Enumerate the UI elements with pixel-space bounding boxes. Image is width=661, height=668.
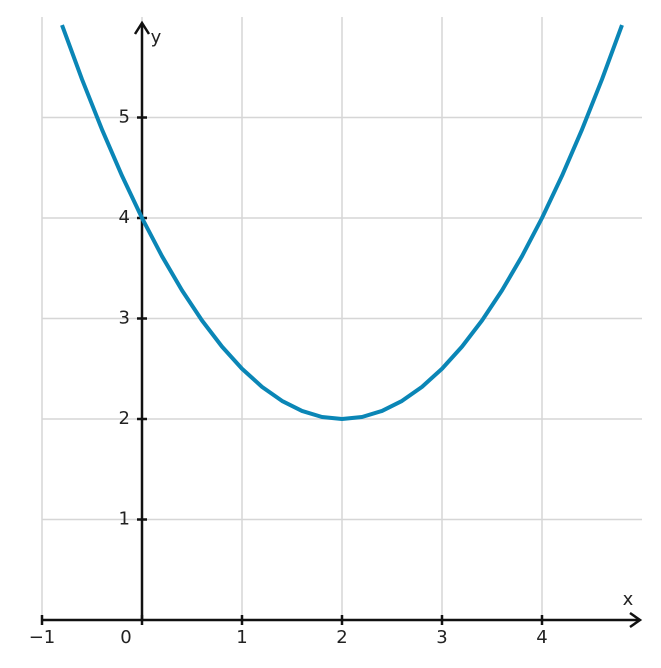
y-axis-label: y <box>151 27 162 48</box>
curve <box>60 24 624 421</box>
x-tick-label: −1 <box>29 627 56 648</box>
x-tick-label: 2 <box>336 627 347 648</box>
x-tick-label: 3 <box>436 627 447 648</box>
x-axis-arrow <box>629 611 643 629</box>
x-axis-label: x <box>623 589 634 610</box>
x-tick-label: 0 <box>120 627 131 648</box>
y-tick-label: 3 <box>119 308 130 329</box>
y-tick-label: 5 <box>119 107 130 128</box>
y-tick-label: 1 <box>119 509 130 530</box>
x-tick-label: 1 <box>236 627 247 648</box>
y-tick-label: 2 <box>119 408 130 429</box>
x-tick-label: 4 <box>536 627 547 648</box>
y-tick-label: 4 <box>119 207 130 228</box>
y-axis-arrow <box>133 20 151 35</box>
